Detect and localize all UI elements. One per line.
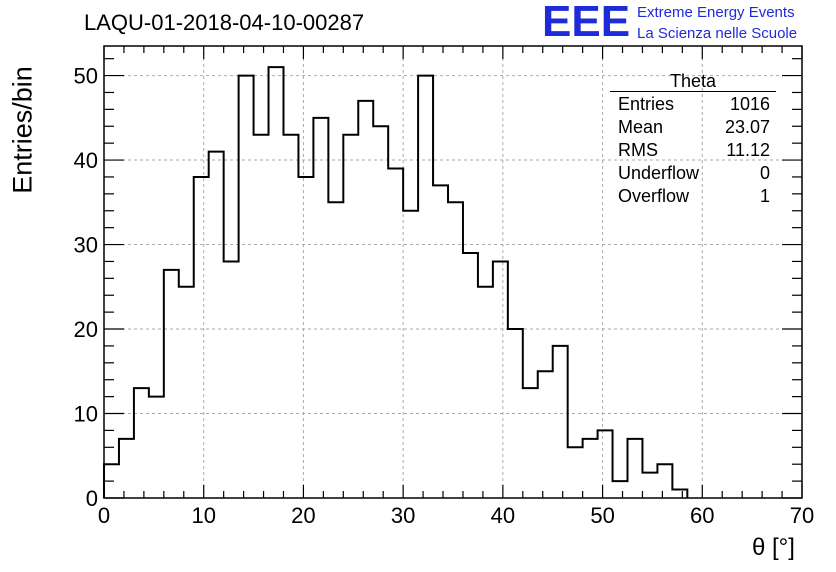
stats-row-underflow: Underflow 0 (610, 162, 776, 185)
y-tick-label: 30 (74, 233, 98, 258)
x-tick-label: 20 (291, 503, 315, 528)
y-axis-label: Entries/bin (7, 66, 38, 194)
y-tick-label: 0 (86, 486, 98, 511)
x-tick-label: 40 (491, 503, 515, 528)
stats-value: 1 (759, 186, 770, 206)
y-tick-label: 40 (74, 148, 98, 173)
stats-value: 0 (759, 163, 770, 183)
x-tick-label: 0 (98, 503, 110, 528)
stats-label: Underflow (618, 163, 700, 183)
x-tick-label: 10 (191, 503, 215, 528)
stats-label: Mean (618, 117, 664, 137)
logo-subtitle-line2: La Scienza nelle Scuole (637, 25, 798, 42)
stats-value: 11.12 (726, 140, 770, 160)
x-axis-label: θ [°] (752, 534, 795, 561)
eee-logo: EEE (542, 0, 631, 46)
x-tick-label: 60 (690, 503, 714, 528)
stats-row-rms: RMS 11.12 (610, 139, 776, 162)
stats-label: RMS (618, 140, 658, 160)
x-tick-label: 70 (790, 503, 814, 528)
stats-row-overflow: Overflow 1 (610, 185, 776, 208)
y-tick-label: 20 (74, 317, 98, 342)
stats-box: Theta Entries 1016 Mean 23.07 RMS 11.12 … (610, 72, 776, 208)
stats-title: Theta (669, 71, 717, 91)
y-tick-label: 50 (74, 64, 98, 89)
x-tick-label: 30 (391, 503, 415, 528)
y-axis-label-box: Entries/bin (6, 66, 40, 194)
histogram-step-line (103, 66, 689, 498)
stats-row-entries: Entries 1016 (610, 93, 776, 116)
plot-frame (103, 45, 803, 499)
axis-ticks (103, 46, 803, 499)
stats-value: 23.07 (724, 117, 770, 137)
plot-title: LAQU-01-2018-04-10-00287 (84, 10, 365, 35)
logo-subtitle-line1: Extreme Energy Events (637, 4, 795, 21)
grid-lines (104, 46, 802, 498)
stats-label: Overflow (618, 186, 690, 206)
stats-row-mean: Mean 23.07 (610, 116, 776, 139)
stats-value: 1016 (729, 94, 770, 114)
x-tick-label: 50 (590, 503, 614, 528)
y-tick-label: 10 (74, 402, 98, 427)
stats-label: Entries (618, 94, 675, 114)
stats-divider (610, 91, 776, 92)
